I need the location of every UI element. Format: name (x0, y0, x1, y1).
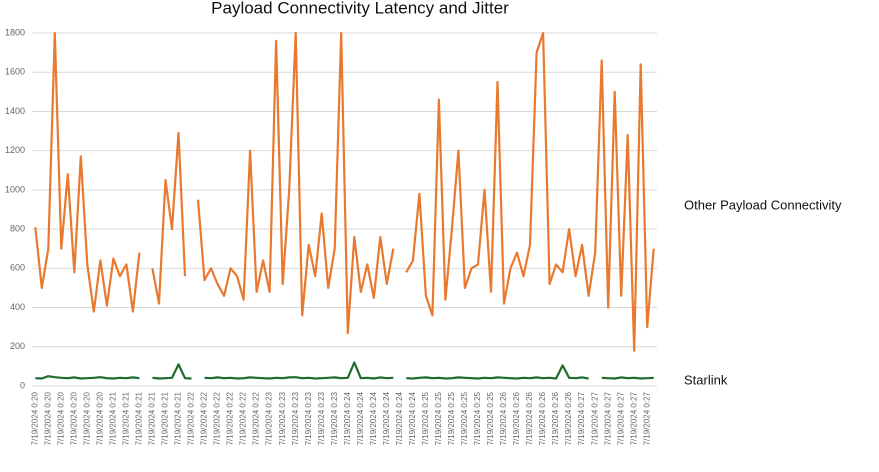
x-tick-label: 7/19/2024 0:23 (278, 391, 287, 445)
x-tick-label: 7/19/2024 0:21 (135, 391, 144, 445)
x-tick-label: 7/19/2024 0:21 (122, 391, 131, 445)
x-tick-label: 7/19/2024 0:24 (356, 391, 365, 445)
x-tick-label: 7/19/2024 0:27 (603, 391, 612, 445)
x-tick-label: 7/19/2024 0:26 (538, 391, 547, 445)
x-tick-label: 7/19/2024 0:20 (43, 391, 52, 445)
x-tick-label: 7/19/2024 0:23 (317, 391, 326, 445)
series-line (35, 361, 654, 380)
legend-label: Other Payload Connectivity (684, 197, 842, 212)
x-tick-label: 7/19/2024 0:25 (434, 391, 443, 445)
x-tick-label: 7/19/2024 0:23 (304, 391, 313, 445)
x-tick-label: 7/19/2024 0:23 (291, 391, 300, 445)
x-tick-label: 7/19/2024 0:21 (108, 391, 117, 445)
x-tick-label: 7/19/2024 0:22 (200, 391, 209, 445)
x-tick-label: 7/19/2024 0:27 (629, 391, 638, 445)
x-tick-label: 7/19/2024 0:26 (551, 391, 560, 445)
x-tick-label: 7/19/2024 0:27 (616, 391, 625, 445)
y-tick-label: 1600 (5, 67, 25, 77)
x-tick-label: 7/19/2024 0:21 (148, 391, 157, 445)
x-tick-label: 7/19/2024 0:20 (56, 391, 65, 445)
x-tick-label: 7/19/2024 0:23 (330, 391, 339, 445)
x-tick-label: 7/19/2024 0:24 (408, 391, 417, 445)
y-tick-label: 600 (10, 263, 25, 273)
x-tick-label: 7/19/2024 0:22 (226, 391, 235, 445)
x-tick-label: 7/19/2024 0:22 (187, 391, 196, 445)
y-tick-label: 200 (10, 341, 25, 351)
legend-label: Starlink (684, 372, 728, 387)
x-tick-label: 7/19/2024 0:25 (421, 391, 430, 445)
series-line (34, 31, 655, 352)
x-tick-label: 7/19/2024 0:26 (499, 391, 508, 445)
chart-title: Payload Connectivity Latency and Jitter (211, 0, 509, 17)
y-tick-label: 0 (20, 380, 25, 390)
y-tick-label: 800 (10, 223, 25, 233)
x-tick-label: 7/19/2024 0:26 (564, 391, 573, 445)
x-tick-label: 7/19/2024 0:22 (239, 391, 248, 445)
x-tick-label: 7/19/2024 0:26 (525, 391, 534, 445)
x-tick-label: 7/19/2024 0:20 (30, 391, 39, 445)
x-tick-label: 7/19/2024 0:27 (577, 391, 586, 445)
x-tick-label: 7/19/2024 0:20 (69, 391, 78, 445)
y-tick-label: 1800 (5, 27, 25, 37)
x-tick-label: 7/19/2024 0:24 (369, 391, 378, 445)
x-tick-label: 7/19/2024 0:26 (512, 391, 521, 445)
x-tick-label: 7/19/2024 0:20 (82, 391, 91, 445)
y-tick-label: 400 (10, 302, 25, 312)
y-tick-label: 1000 (5, 184, 25, 194)
x-tick-label: 7/19/2024 0:21 (161, 391, 170, 445)
x-tick-label: 7/19/2024 0:23 (265, 391, 274, 445)
x-tick-label: 7/19/2024 0:25 (473, 391, 482, 445)
x-tick-label: 7/19/2024 0:27 (590, 391, 599, 445)
y-tick-label: 1200 (5, 145, 25, 155)
x-tick-label: 7/19/2024 0:24 (395, 391, 404, 445)
x-tick-label: 7/19/2024 0:27 (642, 391, 651, 445)
x-tick-label: 7/19/2024 0:24 (382, 391, 391, 445)
x-tick-label: 7/19/2024 0:20 (95, 391, 104, 445)
x-tick-label: 7/19/2024 0:21 (174, 391, 183, 445)
x-tick-label: 7/19/2024 0:22 (252, 391, 261, 445)
x-tick-label: 7/19/2024 0:25 (460, 391, 469, 445)
y-tick-label: 1400 (5, 106, 25, 116)
x-tick-label: 7/19/2024 0:24 (343, 391, 352, 445)
x-tick-label: 7/19/2024 0:22 (213, 391, 222, 445)
x-tick-label: 7/19/2024 0:25 (447, 391, 456, 445)
x-tick-label: 7/19/2024 0:25 (486, 391, 495, 445)
